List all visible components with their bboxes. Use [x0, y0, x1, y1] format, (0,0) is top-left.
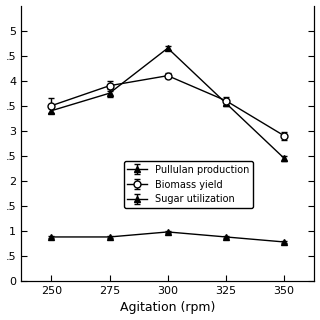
Legend: Pullulan production, Biomass yield, Sugar utilization: Pullulan production, Biomass yield, Suga…	[124, 161, 253, 208]
X-axis label: Agitation (rpm): Agitation (rpm)	[120, 301, 215, 315]
